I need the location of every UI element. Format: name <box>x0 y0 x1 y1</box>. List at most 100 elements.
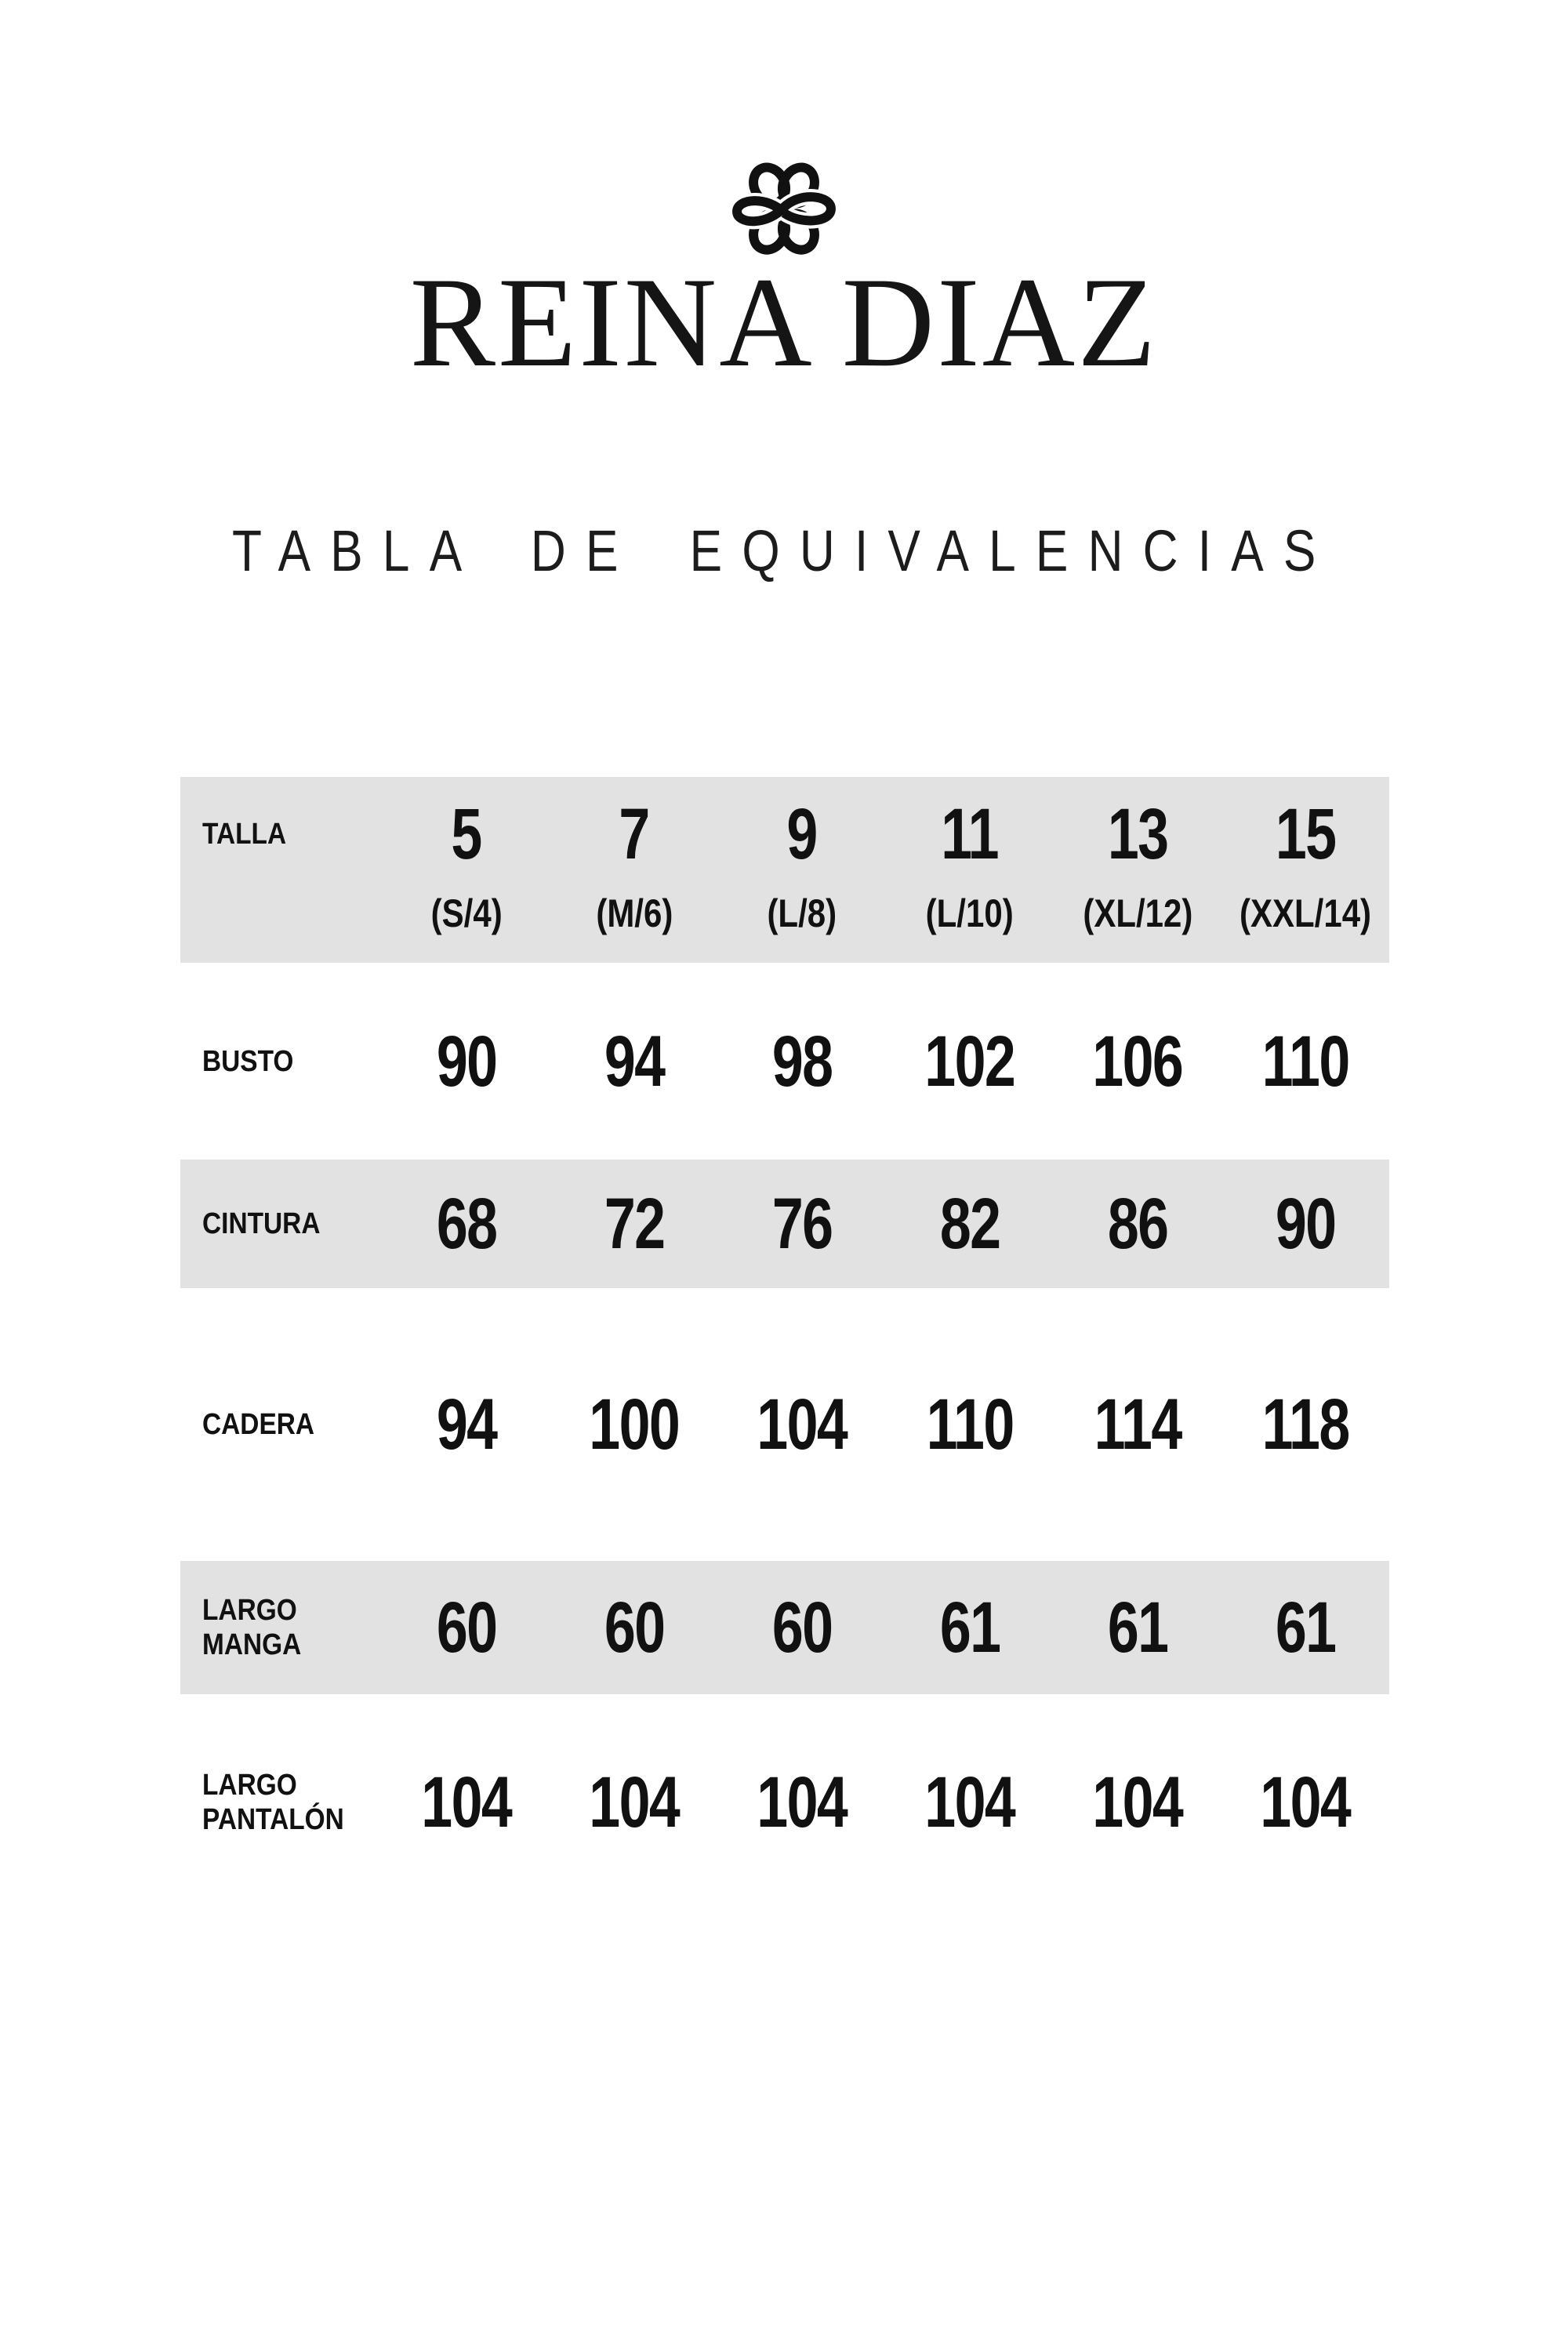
size-column-4: 11 (L/10) <box>886 777 1054 942</box>
page-title: TABLA DE EQUIVALENCIAS <box>0 511 1568 590</box>
measurement-value: 60 <box>604 1588 666 1668</box>
measurement-value: 104 <box>757 1385 848 1465</box>
size-equivalent: (XL/12) <box>1082 891 1193 935</box>
value-cell: 102 <box>886 1025 1054 1098</box>
measurement-value: 104 <box>757 1762 848 1842</box>
measurement-value: 82 <box>939 1184 1001 1264</box>
measurement-value: 90 <box>1275 1184 1337 1264</box>
value-cell: 104 <box>1054 1766 1221 1838</box>
measurement-value: 102 <box>924 1021 1016 1102</box>
measurement-value: 104 <box>924 1762 1016 1842</box>
measurement-value: 110 <box>926 1385 1014 1465</box>
value-cell: 61 <box>1054 1592 1221 1664</box>
table-header-row: TALLA 5 (S/4) 7 (M/6) 9 (L/8) 11 (L/10) … <box>180 777 1389 963</box>
value-cell: 60 <box>718 1592 886 1664</box>
value-cell: 110 <box>886 1388 1054 1461</box>
value-cell: 76 <box>718 1188 886 1260</box>
value-cell: 90 <box>1221 1188 1389 1260</box>
measurement-value: 104 <box>589 1762 681 1842</box>
table-row-largo-pantalon: LARGO PANTALÓN 104 104 104 104 104 104 <box>180 1694 1389 1911</box>
value-cell: 94 <box>550 1025 718 1098</box>
measurement-value: 106 <box>1092 1021 1184 1102</box>
value-cell: 61 <box>1221 1592 1389 1664</box>
value-cell: 72 <box>550 1188 718 1260</box>
header-label: TALLA <box>202 818 287 851</box>
measurement-value: 68 <box>436 1184 498 1264</box>
header-label-cell: TALLA <box>180 789 383 879</box>
measurement-value: 98 <box>771 1021 833 1102</box>
value-cell: 104 <box>1221 1766 1389 1838</box>
size-value: 7 <box>619 794 651 874</box>
table-row-busto: BUSTO 90 94 98 102 106 110 <box>180 963 1389 1160</box>
table-row-cintura: CINTURA 68 72 76 82 86 90 <box>180 1160 1389 1288</box>
measurement-value: 114 <box>1094 1385 1182 1465</box>
value-cell: 106 <box>1054 1025 1221 1098</box>
value-cell: 90 <box>383 1025 550 1098</box>
measurement-value: 72 <box>604 1184 666 1264</box>
size-equivalent: (S/4) <box>430 891 503 935</box>
value-cell: 114 <box>1054 1388 1221 1461</box>
measurement-value: 100 <box>589 1385 681 1465</box>
size-value: 15 <box>1275 794 1337 874</box>
value-cell: 98 <box>718 1025 886 1098</box>
row-label-cell: BUSTO <box>180 1044 383 1079</box>
measurement-value: 94 <box>436 1385 498 1465</box>
value-cell: 100 <box>550 1388 718 1461</box>
size-value: 11 <box>941 794 1000 874</box>
row-label: CINTURA <box>202 1207 321 1240</box>
size-value: 9 <box>786 794 818 874</box>
row-label: LARGO PANTALÓN <box>202 1769 344 1836</box>
size-value: 5 <box>451 794 483 874</box>
knot-logo-icon <box>728 162 840 255</box>
value-cell: 60 <box>550 1592 718 1664</box>
row-label: CADERA <box>202 1408 315 1441</box>
value-cell: 104 <box>718 1766 886 1838</box>
row-label: LARGO MANGA <box>202 1594 302 1661</box>
measurement-value: 61 <box>939 1588 1001 1668</box>
value-cell: 110 <box>1221 1025 1389 1098</box>
row-label-cell: LARGO PANTALÓN <box>180 1768 383 1837</box>
size-value: 13 <box>1107 794 1169 874</box>
size-column-5: 13 (XL/12) <box>1054 777 1221 942</box>
measurement-value: 104 <box>421 1762 513 1842</box>
size-column-3: 9 (L/8) <box>718 777 886 942</box>
measurement-value: 110 <box>1261 1021 1350 1102</box>
measurement-value: 90 <box>436 1021 498 1102</box>
value-cell: 118 <box>1221 1388 1389 1461</box>
measurement-value: 104 <box>1092 1762 1184 1842</box>
row-label-cell: LARGO MANGA <box>180 1593 383 1662</box>
size-column-2: 7 (M/6) <box>550 777 718 942</box>
size-equivalent: (M/6) <box>596 891 673 935</box>
brand-logo <box>0 154 1568 265</box>
row-label: BUSTO <box>202 1044 294 1078</box>
row-label-cell: CINTURA <box>180 1207 383 1241</box>
size-equivalent: (L/8) <box>767 891 837 935</box>
size-column-1: 5 (S/4) <box>383 777 550 942</box>
value-cell: 60 <box>383 1592 550 1664</box>
table-row-cadera: CADERA 94 100 104 110 114 118 <box>180 1288 1389 1561</box>
value-cell: 104 <box>886 1766 1054 1838</box>
measurement-value: 76 <box>771 1184 833 1264</box>
value-cell: 86 <box>1054 1188 1221 1260</box>
measurement-value: 60 <box>436 1588 498 1668</box>
size-column-6: 15 (XXL/14) <box>1221 777 1389 942</box>
measurement-value: 86 <box>1107 1184 1169 1264</box>
value-cell: 68 <box>383 1188 550 1260</box>
brand-name: REINA DIAZ <box>409 252 1159 394</box>
measurement-value: 61 <box>1275 1588 1337 1668</box>
size-equivalent: (L/10) <box>925 891 1014 935</box>
value-cell: 61 <box>886 1592 1054 1664</box>
measurement-value: 94 <box>604 1021 666 1102</box>
measurement-value: 60 <box>771 1588 833 1668</box>
size-equivalent: (XXL/14) <box>1239 891 1372 935</box>
row-label-cell: CADERA <box>180 1407 383 1442</box>
value-cell: 104 <box>383 1766 550 1838</box>
value-cell: 94 <box>383 1388 550 1461</box>
value-cell: 82 <box>886 1188 1054 1260</box>
value-cell: 104 <box>550 1766 718 1838</box>
size-equivalence-table: TALLA 5 (S/4) 7 (M/6) 9 (L/8) 11 (L/10) … <box>180 777 1389 1911</box>
measurement-value: 118 <box>1261 1385 1350 1465</box>
table-row-largo-manga: LARGO MANGA 60 60 60 61 61 61 <box>180 1561 1389 1694</box>
value-cell: 104 <box>718 1388 886 1461</box>
measurement-value: 61 <box>1107 1588 1169 1668</box>
